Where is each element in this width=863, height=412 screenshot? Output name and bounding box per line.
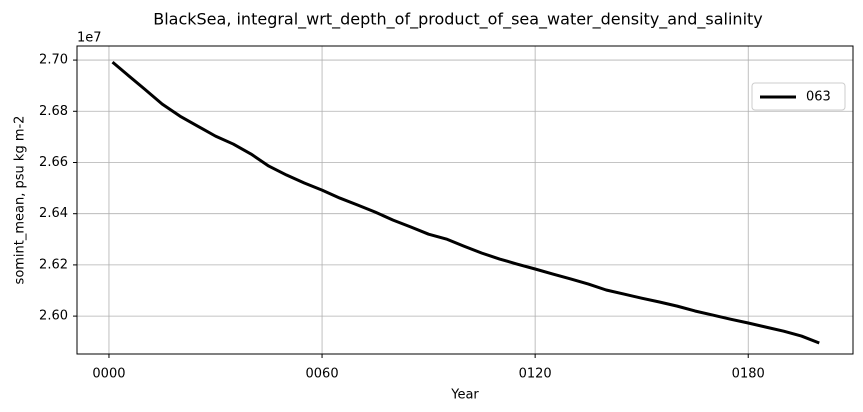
y-tick-label: 2.62 xyxy=(39,257,68,272)
y-tick-label: 2.66 xyxy=(39,155,68,170)
y-offset: 1e7 xyxy=(77,31,102,46)
y-tick-label: 2.64 xyxy=(39,206,68,221)
plot-frame xyxy=(76,45,854,355)
data-line xyxy=(111,60,820,345)
x-tick-label: 0120 xyxy=(519,367,552,382)
y-tick-label: 2.68 xyxy=(39,104,68,119)
x-tick-label: 0060 xyxy=(306,367,339,382)
x-tick-label: 0000 xyxy=(92,367,125,382)
y-axis-label: somint_mean, psu kg m-2 xyxy=(13,116,28,285)
legend-box xyxy=(751,82,846,111)
y-tick-label: 2.60 xyxy=(39,309,68,324)
y-tick-label: 2.70 xyxy=(39,53,68,68)
legend-label: 063 xyxy=(806,90,831,105)
x-axis-label: Year xyxy=(450,388,479,403)
x-tick-label: 0180 xyxy=(732,367,765,382)
chart-title: BlackSea, integral_wrt_depth_of_product_… xyxy=(153,10,763,30)
